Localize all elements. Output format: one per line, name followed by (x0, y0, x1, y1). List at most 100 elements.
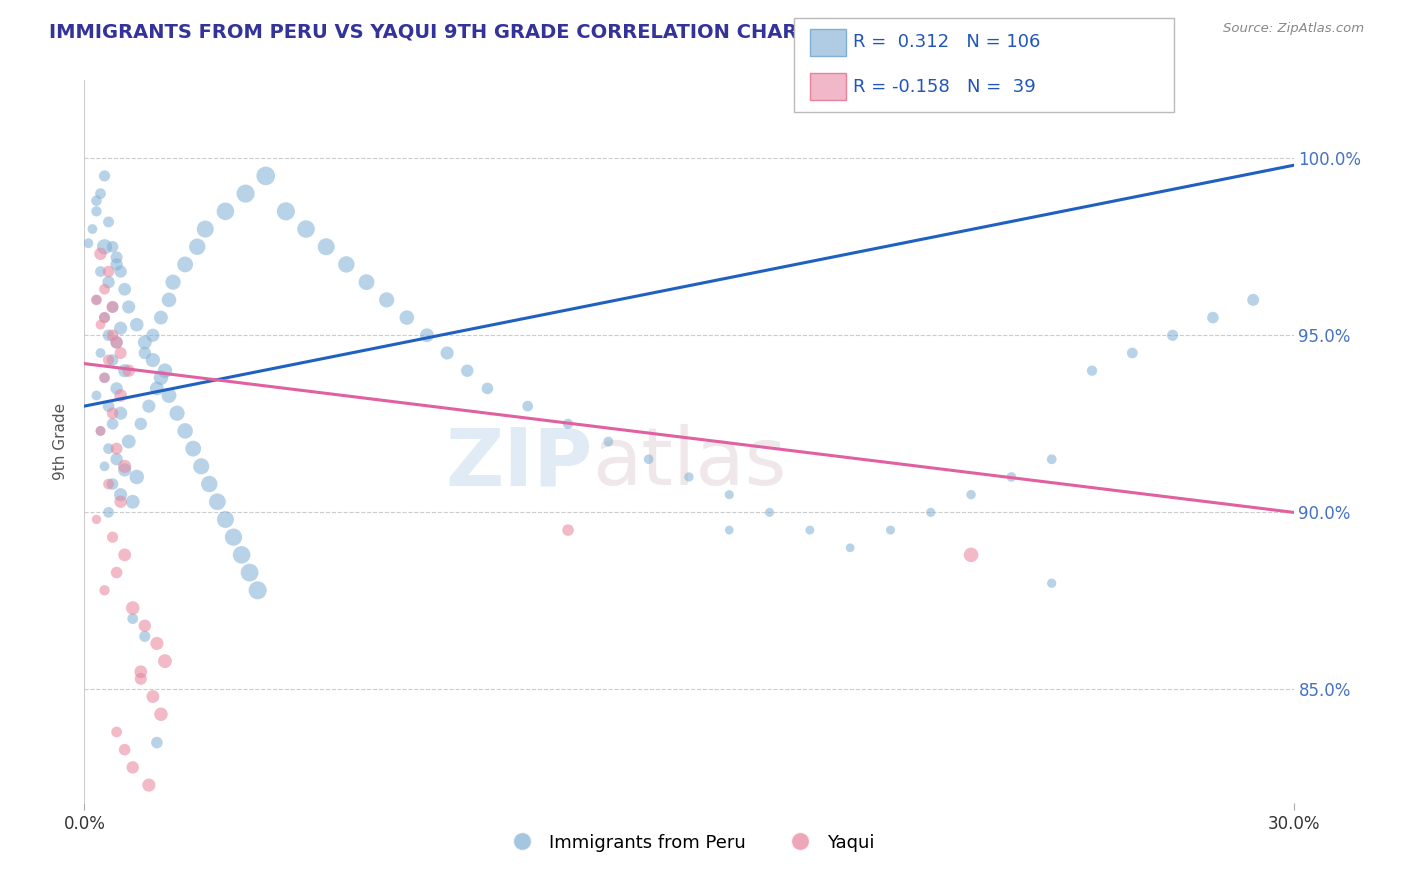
Text: Source: ZipAtlas.com: Source: ZipAtlas.com (1223, 22, 1364, 36)
Point (105, 442, 128, 456)
Point (105, 566, 128, 580)
Point (93, 371, 115, 385)
Point (190, 459, 212, 474)
Text: ZIP: ZIP (444, 425, 592, 502)
Point (105, 257, 128, 271)
Point (153, 364, 176, 378)
Point (456, 364, 478, 378)
Point (138, 399, 160, 413)
Point (86, 293, 108, 307)
Point (557, 417, 579, 431)
Legend: Immigrants from Peru, Yaqui: Immigrants from Peru, Yaqui (496, 826, 882, 859)
Point (93, 310, 115, 325)
Point (105, 251, 128, 265)
Point (114, 459, 136, 474)
Point (149, 371, 172, 385)
Point (114, 364, 136, 378)
Point (142, 690, 165, 704)
Point (146, 735, 169, 749)
Point (89, 264, 111, 278)
Point (110, 388, 132, 402)
Point (110, 406, 132, 420)
Point (146, 636, 169, 650)
Point (214, 512, 236, 526)
Point (118, 434, 141, 449)
Point (960, 488, 983, 502)
Point (93, 282, 115, 296)
Point (516, 399, 538, 413)
Point (146, 381, 169, 395)
Point (149, 310, 172, 325)
Point (1040, 452, 1063, 467)
Point (110, 321, 132, 335)
Point (1040, 576, 1063, 591)
Point (93, 240, 115, 254)
Point (477, 381, 499, 395)
Point (105, 335, 128, 350)
Point (89, 346, 111, 360)
Point (97, 328, 120, 343)
Point (375, 293, 398, 307)
Point (77, 236, 100, 251)
Point (174, 424, 197, 438)
Point (416, 328, 439, 343)
Point (718, 488, 741, 502)
Point (89, 247, 111, 261)
Point (114, 742, 136, 756)
Point (395, 310, 418, 325)
Point (1161, 328, 1184, 343)
Point (114, 548, 136, 562)
Point (89, 186, 111, 201)
Point (134, 335, 156, 350)
Point (214, 204, 236, 219)
Point (920, 505, 942, 519)
Point (879, 523, 901, 537)
Point (166, 406, 188, 420)
Point (105, 335, 128, 350)
Point (86, 293, 108, 307)
Point (101, 406, 124, 420)
Point (101, 300, 124, 314)
Point (1000, 470, 1022, 484)
Point (134, 346, 156, 360)
Point (101, 328, 124, 343)
Point (97, 399, 120, 413)
Point (97, 215, 120, 229)
Y-axis label: 9th Grade: 9th Grade (53, 403, 69, 480)
Point (198, 477, 221, 491)
Point (97, 442, 120, 456)
Point (118, 364, 141, 378)
Text: R =  0.312   N = 106: R = 0.312 N = 106 (853, 33, 1040, 51)
Point (598, 434, 620, 449)
Point (129, 417, 152, 431)
Point (718, 523, 741, 537)
Point (207, 494, 229, 508)
Point (93, 169, 115, 183)
Point (86, 388, 108, 402)
Point (799, 523, 821, 537)
Point (157, 293, 180, 307)
Point (142, 353, 165, 368)
Point (93, 459, 115, 474)
Text: atlas: atlas (592, 425, 786, 502)
Point (105, 725, 128, 739)
Point (93, 310, 115, 325)
Point (93, 583, 115, 598)
Point (101, 240, 124, 254)
Point (162, 275, 184, 289)
Point (101, 353, 124, 368)
Point (194, 222, 217, 236)
Point (1202, 310, 1225, 325)
Point (110, 264, 132, 278)
Point (174, 257, 197, 271)
Point (110, 488, 132, 502)
Point (121, 494, 143, 508)
Point (121, 760, 143, 774)
Point (239, 566, 262, 580)
Point (114, 463, 136, 477)
Point (97, 275, 120, 289)
Point (101, 417, 124, 431)
Point (89, 424, 111, 438)
Point (246, 583, 269, 598)
Point (295, 222, 318, 236)
